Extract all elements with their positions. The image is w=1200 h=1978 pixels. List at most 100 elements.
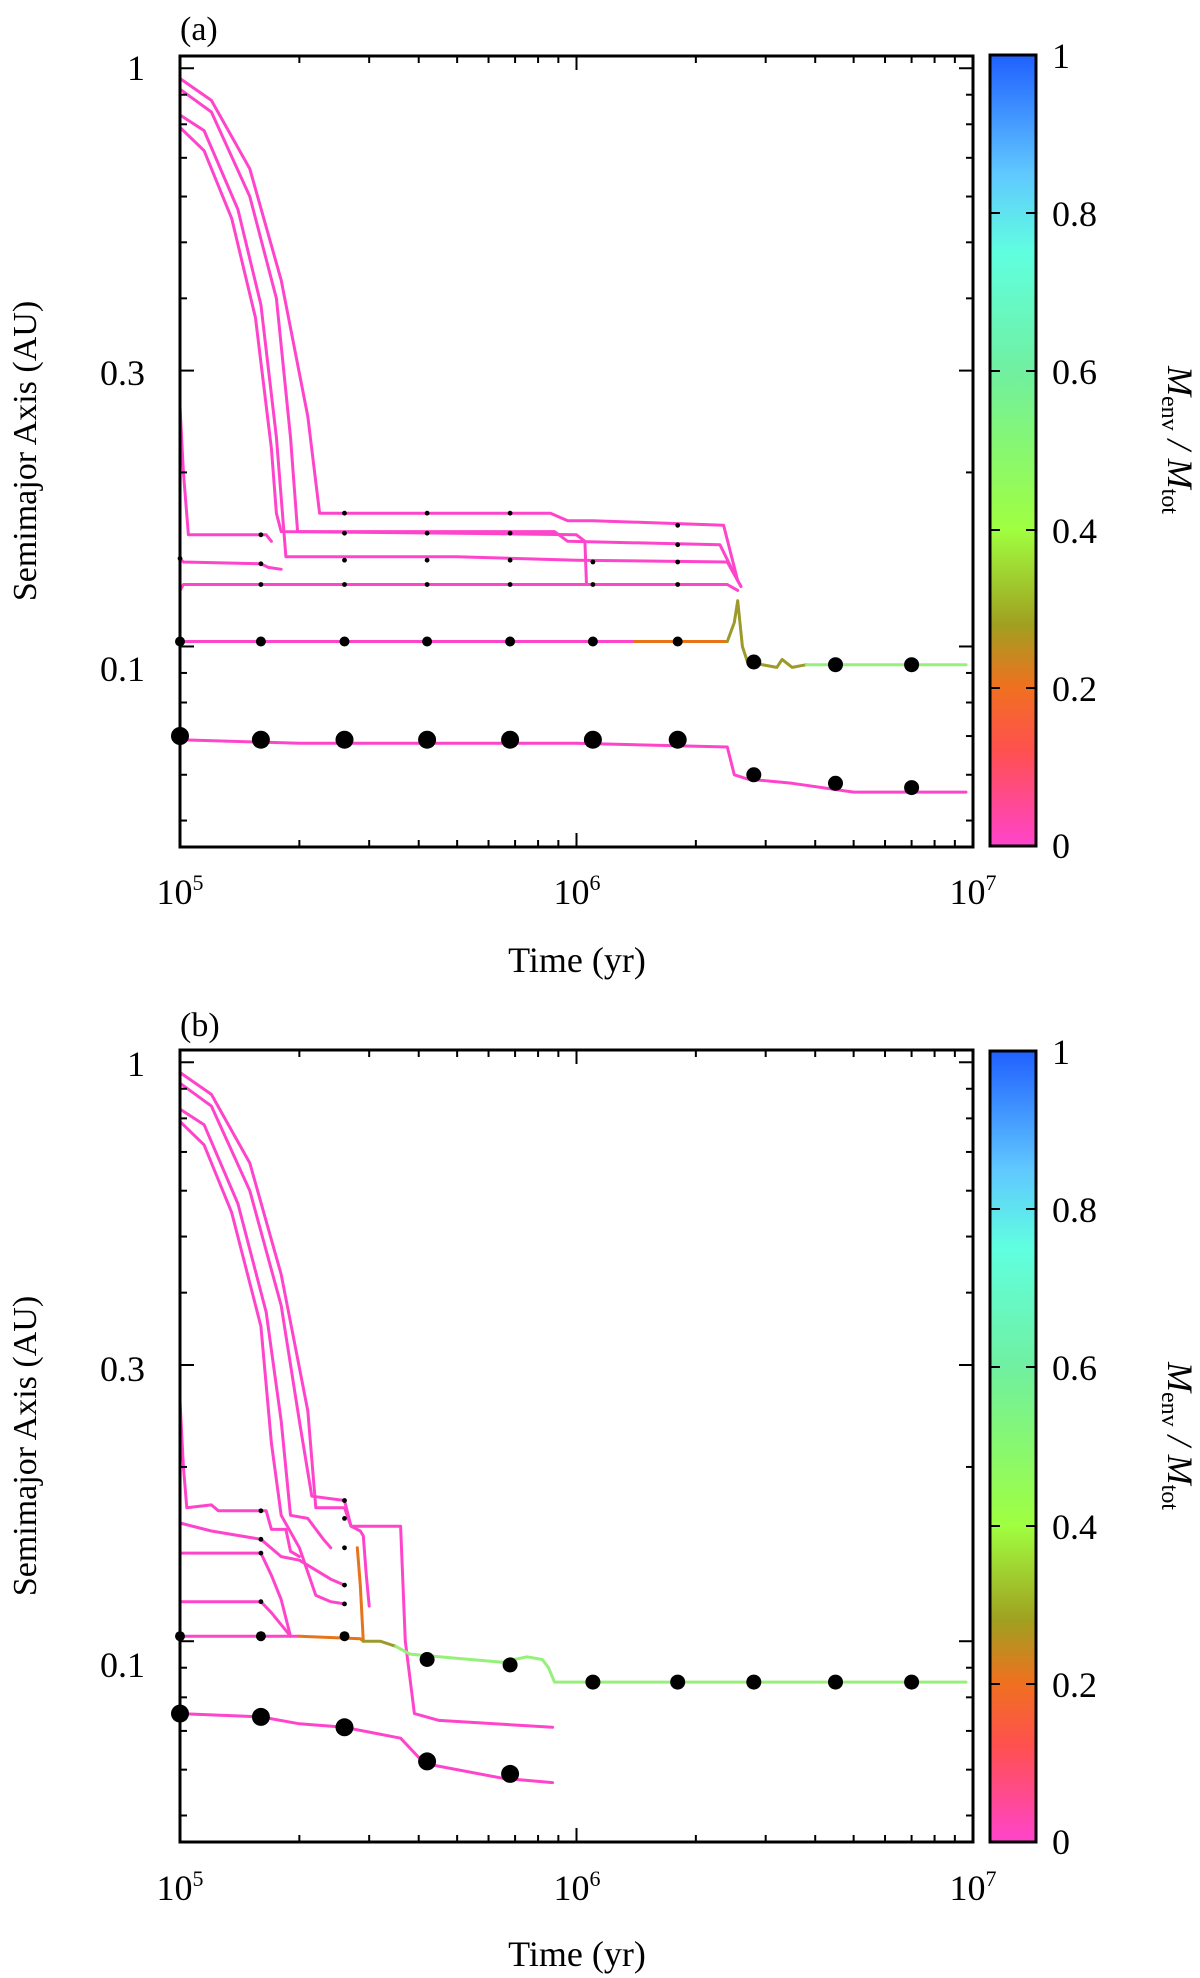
y-tick-label: 0.3: [100, 1349, 145, 1389]
data-point: [424, 510, 430, 516]
data-point: [828, 775, 843, 791]
y-tick-label: 1: [127, 1044, 145, 1084]
colorbar-tick-label: 0.8: [1052, 194, 1097, 234]
panel-b-label: (b): [180, 1007, 220, 1044]
data-point: [251, 730, 270, 749]
data-point: [507, 510, 513, 516]
data-point: [342, 510, 347, 516]
data-point: [502, 1657, 518, 1673]
series-line-1: [178, 1071, 554, 1729]
data-point: [342, 1582, 347, 1588]
series-line-10: [297, 1634, 365, 1643]
y-tick-label: 0.3: [100, 353, 145, 393]
x-tick-labels-b: 105 106 107: [157, 1866, 997, 1908]
data-point: [670, 1674, 686, 1690]
data-point: [505, 636, 516, 647]
x-tick-labels-a: 105 106 107: [157, 870, 997, 912]
series-line-2: [178, 1081, 371, 1608]
data-point: [335, 730, 354, 749]
series-line-11: [355, 1546, 365, 1643]
colorbar-tick-label: 0: [1052, 826, 1070, 866]
marker-layer-b: [171, 1498, 920, 1783]
marker-layer-a: [171, 510, 920, 796]
data-point: [507, 557, 513, 563]
colorbar-tick-label: 0.6: [1052, 352, 1097, 392]
series-line-12: [178, 738, 968, 794]
series-line-5: [178, 405, 273, 543]
series-line-12: [361, 1639, 398, 1648]
data-point: [501, 1764, 520, 1783]
data-point: [746, 767, 762, 783]
colorbar-tick-label: 1: [1052, 36, 1070, 76]
data-point: [668, 730, 687, 749]
x-axis-label-b: Time (yr): [508, 1934, 646, 1974]
colorbar-ticks-a: [990, 212, 1036, 689]
x-tick-label: 105: [157, 870, 204, 912]
series-line-10: [725, 599, 808, 669]
y-tick-label: 0.1: [100, 1645, 145, 1685]
series-line-4: [178, 1120, 346, 1606]
series-line-4: [178, 125, 588, 586]
colorbar-tick-label: 0: [1052, 1822, 1070, 1862]
data-point: [251, 1707, 270, 1726]
colorbar-gradient: [988, 53, 1038, 848]
data-point: [904, 1674, 920, 1690]
series-line-8: [178, 1600, 292, 1638]
data-point: [342, 1601, 347, 1607]
data-point: [342, 1516, 347, 1521]
x-tick-label: 107: [950, 870, 997, 912]
series-line-3: [178, 113, 740, 583]
data-point: [424, 582, 430, 587]
colorbar-ticks-b: [990, 1208, 1036, 1685]
data-point: [746, 1674, 762, 1690]
data-point: [255, 636, 266, 647]
series-line-7: [178, 583, 740, 592]
panel-a-label: (a): [180, 11, 218, 48]
data-point: [418, 730, 437, 749]
x-tick-label: 107: [950, 1866, 997, 1908]
data-point: [828, 657, 843, 673]
colorbar-label-a: Menv / Mtot: [1156, 365, 1200, 514]
data-point: [342, 1545, 347, 1551]
panel-a: (a) Semimajor Axis (AU) Time (yr) 105 10…: [7, 11, 1200, 980]
data-point: [422, 636, 433, 647]
data-point: [424, 530, 430, 536]
data-point: [339, 1631, 350, 1642]
colorbar-tick-label: 0.2: [1052, 669, 1097, 709]
y-tick-labels-b: 1 0.3 0.1: [100, 1044, 145, 1685]
data-point: [507, 582, 513, 587]
data-point: [342, 582, 347, 587]
data-point: [675, 582, 681, 587]
data-point: [585, 1674, 601, 1690]
x-tick-label: 106: [554, 870, 601, 912]
colorbar-tick-label: 0.2: [1052, 1665, 1097, 1705]
data-point: [675, 542, 681, 548]
series-line-7: [178, 1551, 292, 1638]
y-tick-label: 0.1: [100, 649, 145, 689]
x-tick-label: 105: [157, 1866, 204, 1908]
data-point: [507, 530, 513, 536]
data-point: [904, 657, 920, 673]
colorbar-tick-label: 0.8: [1052, 1190, 1097, 1230]
y-axis-label-a: Semimajor Axis (AU): [7, 301, 44, 601]
x-tick-label: 106: [554, 1866, 601, 1908]
colorbar-tick-label: 0.6: [1052, 1348, 1097, 1388]
data-point: [419, 1652, 435, 1667]
data-point: [590, 559, 596, 565]
series-layer-a: [178, 77, 968, 794]
data-point: [258, 1536, 264, 1542]
series-line-1: [178, 77, 743, 588]
data-point: [258, 1599, 264, 1605]
series-line-14: [178, 1712, 554, 1785]
panel-b: (b) Semimajor Axis (AU) Time (yr) 105 10…: [7, 1007, 1200, 1974]
colorbar-tick-label: 0.4: [1052, 1507, 1097, 1547]
colorbar-a: 1 0.8 0.6 0.4 0.2 0 Menv / Mtot: [988, 36, 1200, 866]
data-point: [258, 532, 264, 538]
colorbar-label-b: Menv / Mtot: [1156, 1361, 1200, 1510]
y-tick-label: 1: [127, 48, 145, 88]
x-axis-label-a: Time (yr): [508, 940, 646, 980]
series-line-6: [178, 1521, 346, 1587]
plot-frame-b: [178, 1048, 975, 1844]
data-point: [675, 559, 681, 565]
